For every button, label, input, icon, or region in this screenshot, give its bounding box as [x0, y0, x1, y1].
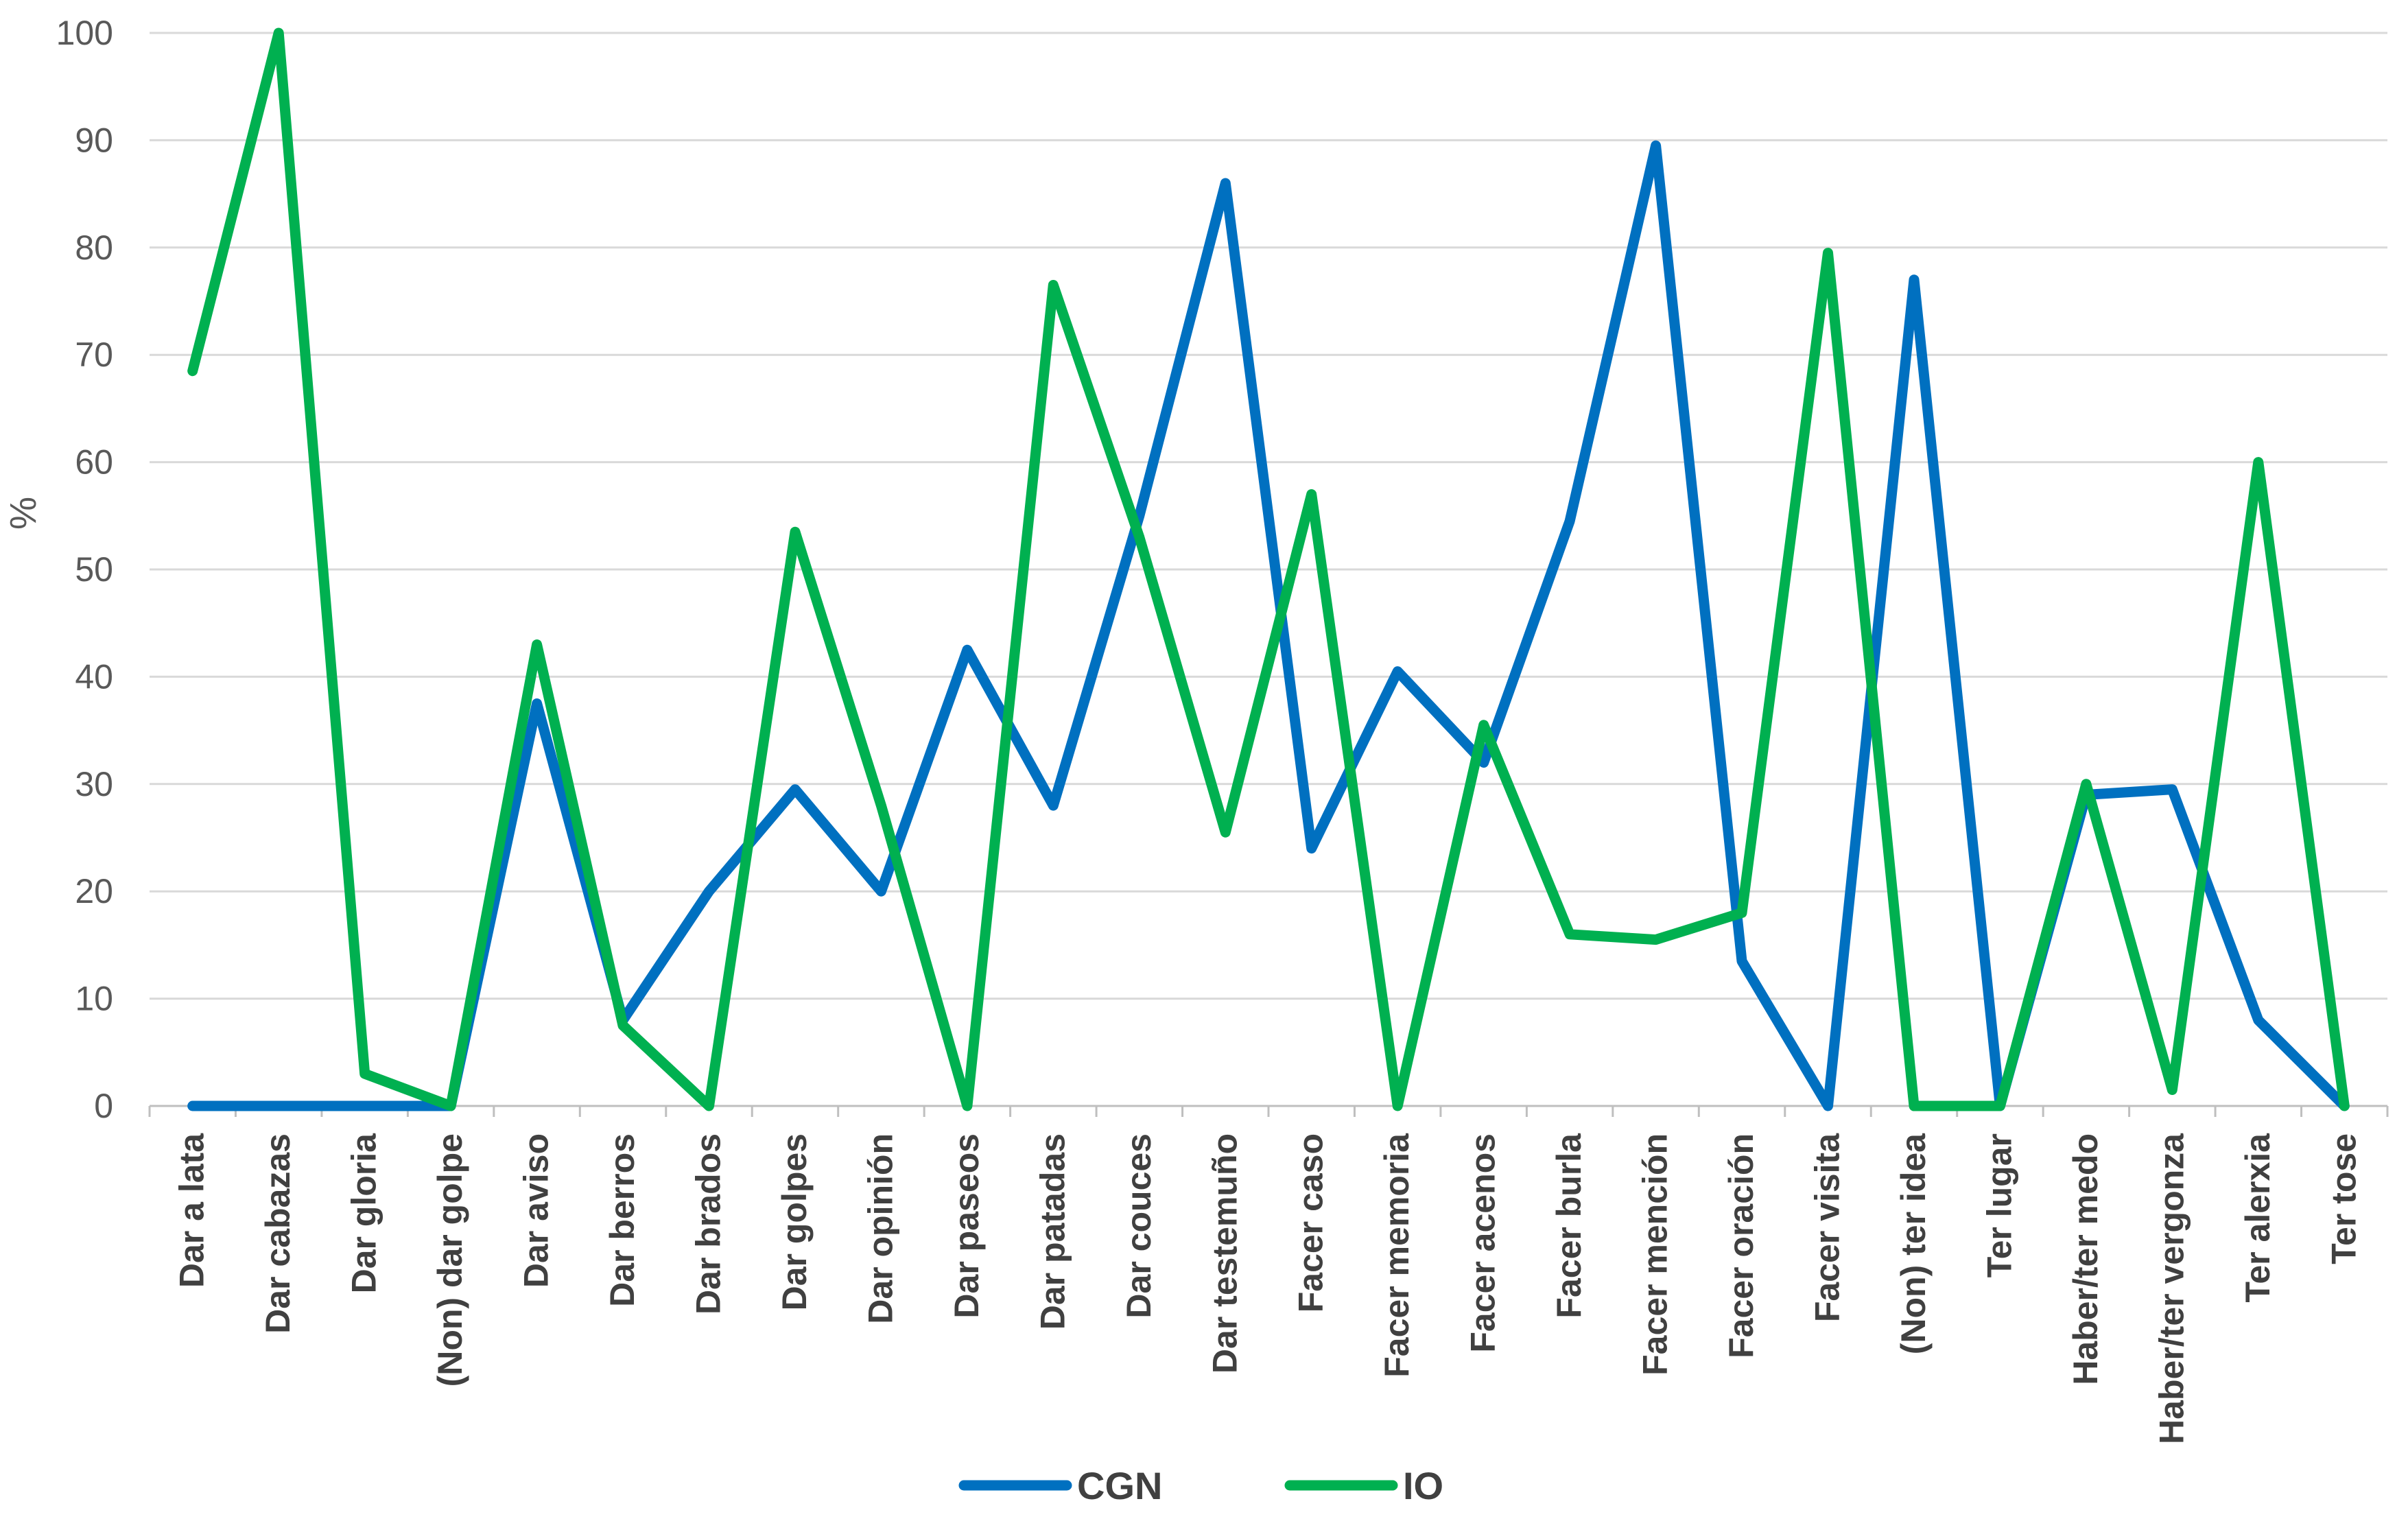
x-tick-label: Facer burla — [1550, 1133, 1588, 1319]
x-tick-label: Ter tose — [2324, 1133, 2363, 1264]
x-tick-label: Facer caso — [1292, 1133, 1330, 1312]
x-tick-label: Haber/ter medo — [2066, 1133, 2105, 1385]
y-tick-label: 70 — [75, 335, 113, 374]
y-tick-label: 30 — [75, 765, 113, 803]
y-tick-label: 40 — [75, 657, 113, 696]
legend-label-cgn: CGN — [1077, 1464, 1162, 1507]
x-tick-label: Ter alerxia — [2239, 1133, 2277, 1303]
x-tick-label: Facer oración — [1722, 1133, 1760, 1358]
y-tick-label: 100 — [56, 14, 113, 52]
x-axis-ticks: Dar a lata Dar cabazas Dar gloria (Non) dar… — [148, 1106, 2389, 1444]
series-lines — [187, 27, 2350, 1111]
x-tick-label: Facer visita — [1808, 1133, 1847, 1322]
x-tick-label: Dar golpes — [775, 1133, 814, 1310]
y-tick-label: 60 — [75, 443, 113, 482]
y-tick-label: 20 — [75, 872, 113, 910]
x-tick-label: Dar a lata — [173, 1133, 211, 1288]
series-line-cgn — [187, 140, 2350, 1111]
x-tick-label: Ter lugar — [1980, 1133, 2018, 1277]
y-tick-label: 80 — [75, 228, 113, 267]
x-tick-label: Dar patadas — [1033, 1133, 1072, 1330]
x-tick-label: Dar berros — [603, 1133, 641, 1307]
x-tick-label: Facer mención — [1636, 1133, 1675, 1376]
series-line-io — [187, 27, 2350, 1111]
x-tick-label: Dar brados — [689, 1133, 728, 1315]
x-tick-label: Dar gloria — [345, 1133, 383, 1294]
legend: CGN IO — [958, 1464, 1443, 1507]
y-tick-label: 0 — [94, 1087, 113, 1125]
y-axis-ticks: 0 10 20 30 40 50 60 70 80 90 100 — [56, 14, 113, 1125]
y-tick-label: 90 — [75, 121, 113, 159]
x-tick-label: Dar cabazas — [259, 1133, 297, 1334]
x-tick-label: Dar couces — [1120, 1133, 1158, 1319]
legend-label-io: IO — [1403, 1464, 1443, 1507]
x-tick-label: Facer acenos — [1464, 1133, 1502, 1353]
x-tick-label: Dar paseos — [947, 1133, 986, 1319]
y-axis-label: % — [3, 497, 44, 530]
x-tick-label: Dar testemuño — [1205, 1133, 1244, 1374]
x-tick-label: Dar aviso — [517, 1133, 556, 1288]
x-tick-label: (Non) dar golpe — [431, 1133, 469, 1387]
x-tick-label: Facer memoria — [1378, 1133, 1416, 1378]
x-tick-label: (Non) ter idea — [1894, 1133, 1933, 1354]
x-tick-label: Haber/ter vergonza — [2152, 1133, 2191, 1444]
y-tick-label: 50 — [75, 550, 113, 589]
x-tick-label: Dar opinión — [861, 1133, 899, 1324]
y-tick-label: 10 — [75, 980, 113, 1018]
